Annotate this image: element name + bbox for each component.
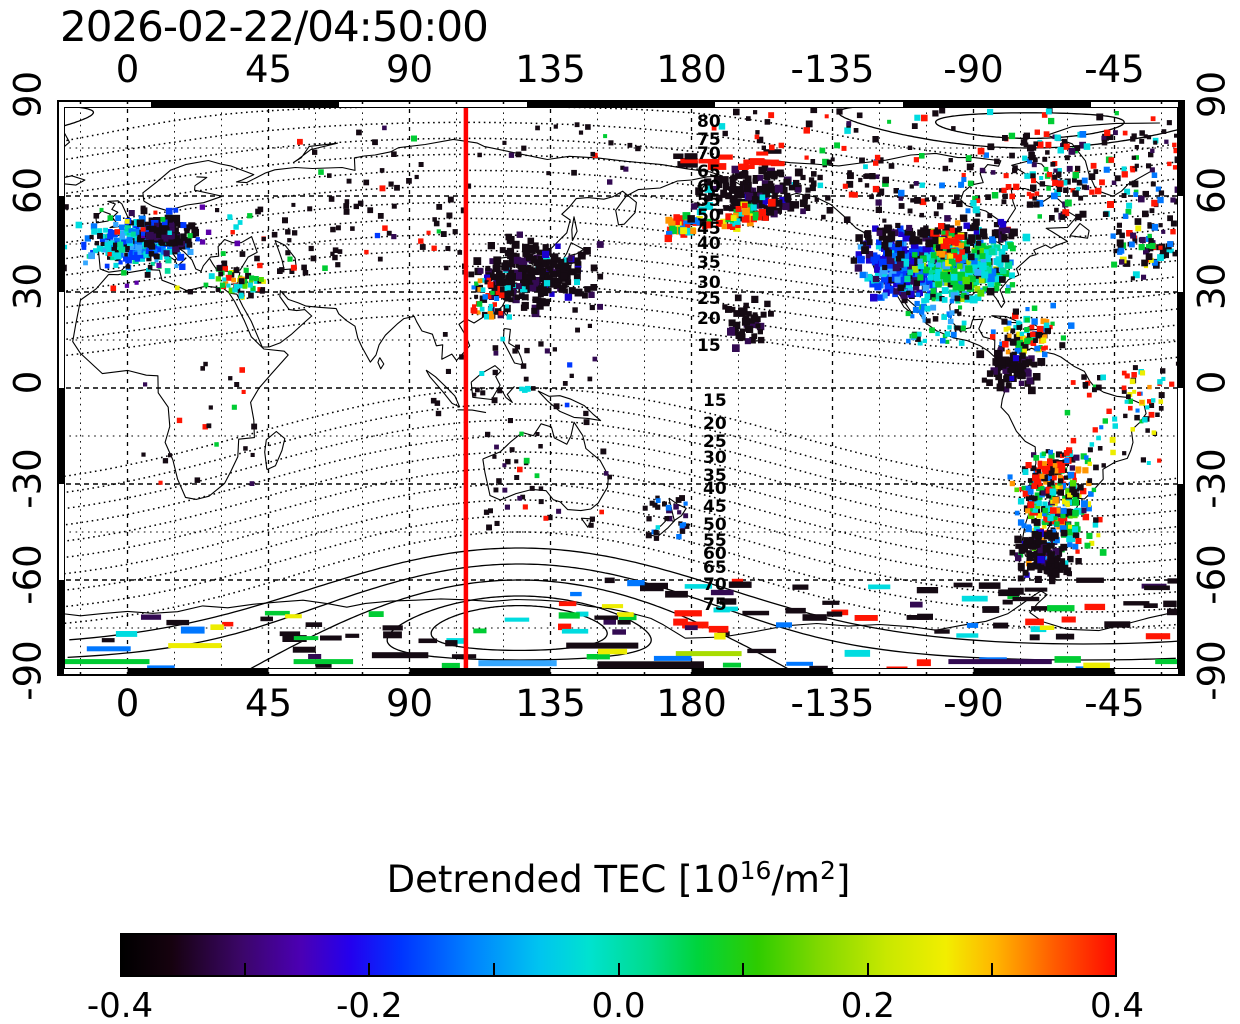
- svg-text:65: 65: [703, 558, 727, 578]
- svg-text:35: 35: [703, 466, 727, 486]
- colorbar-minor-tick: [866, 963, 869, 975]
- svg-text:20: 20: [697, 309, 721, 329]
- colorbar-minor-tick: [617, 963, 620, 975]
- svg-text:50: 50: [703, 515, 727, 535]
- svg-text:30: 30: [697, 273, 721, 293]
- lon-tick-bottom-90: 90: [385, 682, 434, 725]
- lat-tick-right-60: 60: [1190, 166, 1234, 215]
- svg-text:30: 30: [703, 448, 727, 468]
- lon-tick-bottom--135: -135: [790, 682, 875, 725]
- contour-lines: [57, 102, 1185, 676]
- svg-text:80: 80: [697, 112, 721, 132]
- colorbar-tick-label-0.4: 0.4: [1089, 986, 1145, 1024]
- colorbar-title-exp16: 16: [739, 856, 772, 885]
- colorbar-title: Detrended TEC [1016/m2]: [120, 856, 1117, 901]
- lon-tick-top-45: 45: [244, 48, 293, 91]
- lat-tick-left--30: -30: [6, 448, 50, 509]
- lat-tick-left-90: 90: [6, 70, 50, 119]
- timestamp-title: 2026-02-22/04:50:00: [60, 2, 489, 51]
- lat-tick-left-0: 0: [6, 370, 50, 395]
- contour-labels: 8075706560555045403530252015152025303540…: [697, 112, 727, 615]
- colorbar-title-unit: /m: [771, 858, 820, 901]
- colorbar-minor-tick: [243, 963, 246, 975]
- lat-tick-right--60: -60: [1190, 544, 1234, 605]
- lat-tick-left--90: -90: [6, 640, 50, 701]
- svg-text:55: 55: [697, 191, 721, 211]
- lon-tick-bottom-45: 45: [244, 682, 293, 725]
- colorbar-title-bracket: ]: [835, 858, 851, 901]
- lon-tick-top-90: 90: [385, 48, 434, 91]
- colorbar-minor-tick: [492, 963, 495, 975]
- svg-text:75: 75: [703, 595, 727, 615]
- svg-text:75: 75: [697, 130, 721, 150]
- svg-text:45: 45: [703, 497, 727, 517]
- svg-text:25: 25: [697, 289, 721, 309]
- lon-tick-bottom-135: 135: [515, 682, 586, 725]
- lat-tick-left-60: 60: [6, 166, 50, 215]
- svg-text:60: 60: [697, 177, 721, 197]
- colorbar-title-exp2: 2: [819, 856, 836, 885]
- lon-tick-bottom-0: 0: [115, 682, 140, 725]
- lat-tick-left--60: -60: [6, 544, 50, 605]
- svg-text:15: 15: [703, 391, 727, 411]
- svg-text:35: 35: [697, 253, 721, 273]
- lon-tick-top-135: 135: [515, 48, 586, 91]
- lon-tick-bottom-180: 180: [656, 682, 727, 725]
- world-tec-map: 8075706560555045403530252015152025303540…: [57, 100, 1185, 676]
- colorbar-tick-label--0.4: -0.4: [86, 986, 154, 1024]
- svg-text:45: 45: [697, 219, 721, 239]
- lat-tick-right--30: -30: [1190, 448, 1234, 509]
- colorbar-title-text: Detrended TEC [10: [386, 858, 740, 901]
- svg-text:70: 70: [697, 144, 721, 164]
- lon-tick-top--135: -135: [790, 48, 875, 91]
- lat-tick-left-30: 30: [6, 262, 50, 311]
- lon-tick-bottom--45: -45: [1084, 682, 1145, 725]
- lon-tick-top--45: -45: [1084, 48, 1145, 91]
- lon-tick-bottom--90: -90: [943, 682, 1004, 725]
- colorbar-minor-tick: [368, 963, 371, 975]
- svg-text:70: 70: [703, 575, 727, 595]
- tec-data-points: [57, 106, 1185, 672]
- svg-text:55: 55: [703, 531, 727, 551]
- lat-tick-right-90: 90: [1190, 70, 1234, 119]
- svg-text:40: 40: [703, 479, 727, 499]
- colorbar-tick-label-0.2: 0.2: [840, 986, 895, 1024]
- svg-text:65: 65: [697, 162, 721, 182]
- colorbar-tick-label-0.0: 0.0: [591, 986, 646, 1024]
- lat-tick-right-0: 0: [1190, 370, 1234, 395]
- colorbar-tick-label--0.2: -0.2: [336, 986, 403, 1024]
- lat-tick-right--90: -90: [1190, 640, 1234, 701]
- colorbar-minor-tick: [742, 963, 745, 975]
- lon-tick-top-0: 0: [115, 48, 140, 91]
- map-frame: [57, 100, 1185, 676]
- svg-text:40: 40: [697, 234, 721, 254]
- colorbar-minor-tick: [991, 963, 994, 975]
- svg-text:25: 25: [703, 432, 727, 452]
- lon-tick-top-180: 180: [656, 48, 727, 91]
- svg-text:15: 15: [697, 336, 721, 356]
- svg-text:50: 50: [697, 206, 721, 226]
- svg-text:20: 20: [703, 414, 727, 434]
- svg-text:60: 60: [703, 544, 727, 564]
- lon-tick-top--90: -90: [943, 48, 1004, 91]
- lat-tick-right-30: 30: [1190, 262, 1234, 311]
